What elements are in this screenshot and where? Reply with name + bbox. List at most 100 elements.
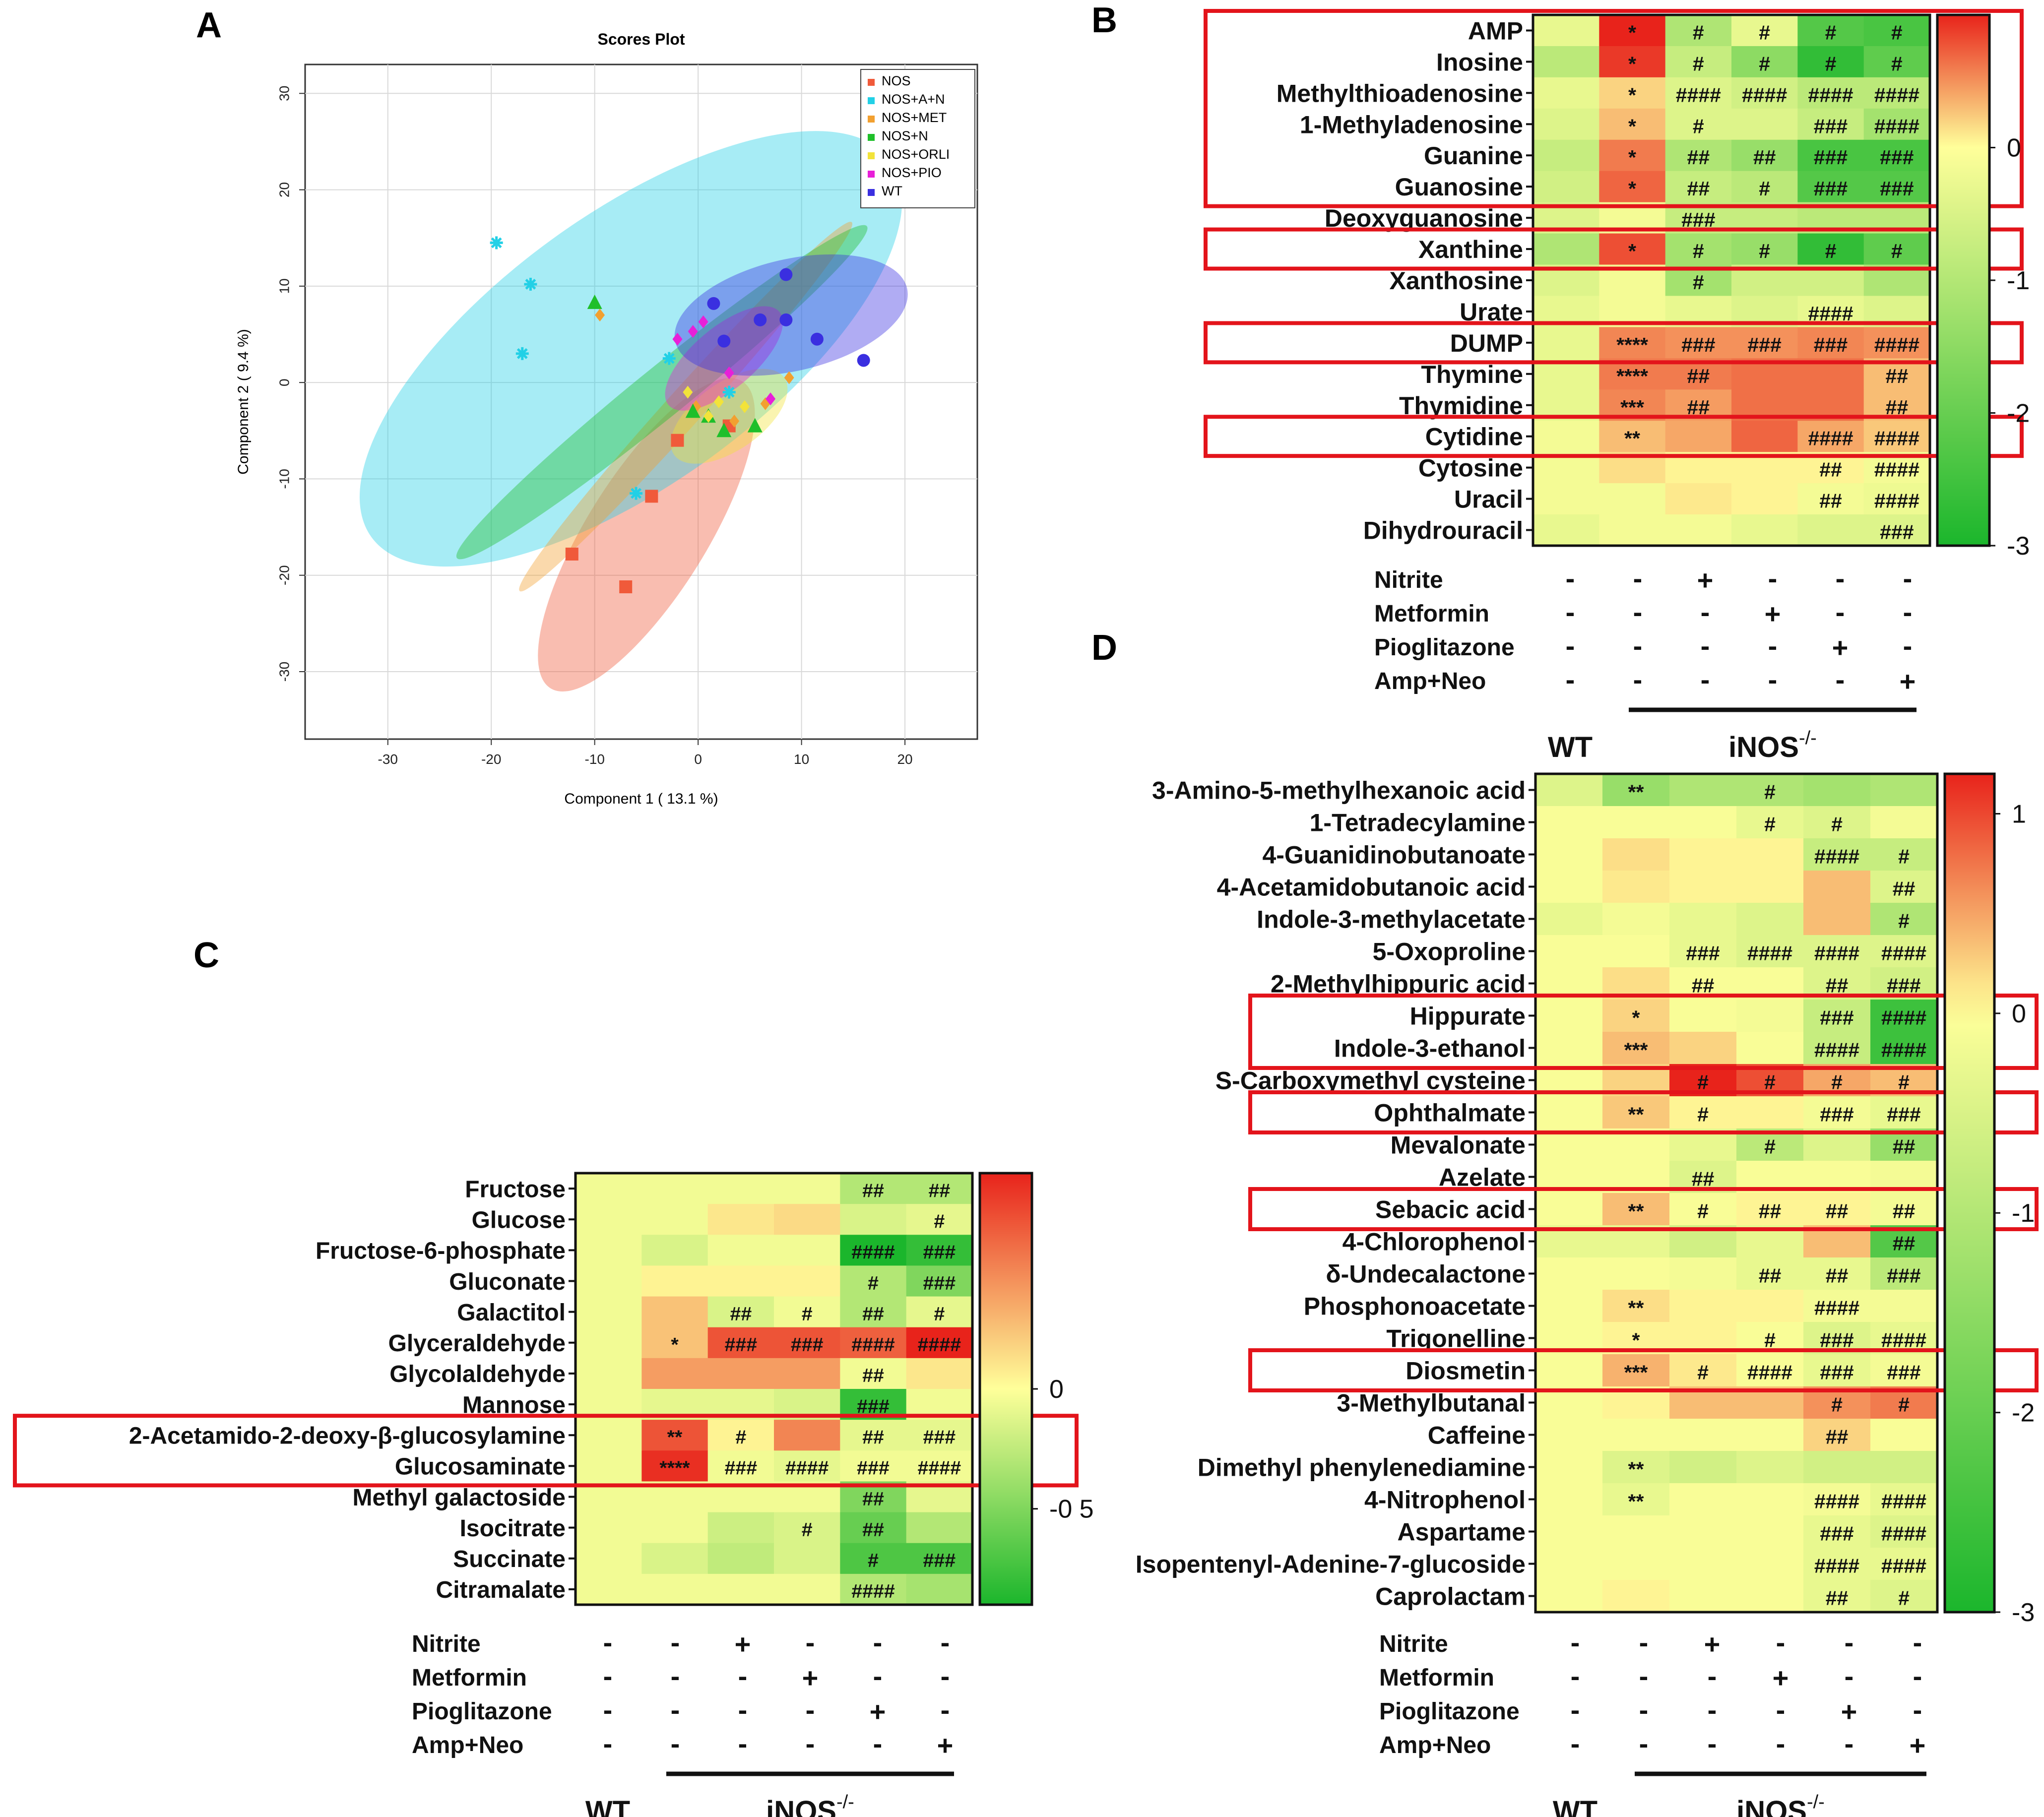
significance-mark: *: [671, 1334, 679, 1356]
heat-cell: [1602, 1354, 1670, 1387]
heat-cell: [707, 1327, 774, 1359]
treatment-sign: -: [1566, 664, 1575, 695]
inos-superscript: -/-: [836, 1792, 854, 1813]
significance-mark: ####: [1874, 333, 1919, 356]
significance-mark: ####: [1881, 1329, 1926, 1352]
significance-mark: #: [1831, 1071, 1843, 1094]
heat-cell: [1602, 838, 1670, 871]
significance-mark: **: [1628, 1458, 1644, 1481]
treatment-sign: -: [738, 1694, 748, 1725]
heat-cell: [906, 1358, 973, 1389]
heat-cell: [840, 1573, 907, 1605]
heat-cell: [1535, 774, 1603, 807]
row-label: Gluconate: [449, 1269, 566, 1295]
treatment-sign: +: [1704, 1629, 1721, 1660]
significance-mark: #: [1898, 910, 1910, 933]
heat-cell: [1599, 483, 1666, 515]
heat-cell: [575, 1420, 642, 1451]
legend-entry: NOS+PIO: [882, 165, 942, 180]
heat-cell: [1797, 514, 1864, 546]
treatment-label: Metformin: [412, 1665, 527, 1691]
asterisk-stroke: [631, 488, 642, 499]
heat-cell: [1535, 1000, 1603, 1032]
point-nos: [619, 580, 633, 594]
significance-mark: #: [1693, 240, 1704, 262]
significance-mark: ####: [1814, 845, 1859, 868]
treatment-sign: -: [806, 1627, 815, 1658]
heat-cell: [774, 1573, 841, 1605]
colorbar-label: -1: [2012, 1199, 2035, 1228]
treatment-sign: -: [738, 1728, 748, 1759]
point-nos_pio: [766, 392, 776, 406]
treatment-label: Amp+Neo: [1379, 1732, 1491, 1758]
significance-mark: #: [1898, 1071, 1910, 1094]
significance-mark: #: [1764, 1135, 1776, 1158]
y-tick-label: 30: [276, 86, 292, 101]
significance-mark: ##: [1893, 1232, 1916, 1255]
significance-mark: #: [1697, 1361, 1709, 1384]
significance-mark: ##: [1826, 1264, 1849, 1287]
significance-mark: ##: [1687, 396, 1710, 419]
panel-d-other-metabolite-heatmap: 3-Amino-5-methylhexanoic acid ** #1-Tetrad…: [1136, 772, 2039, 1817]
significance-mark: *: [1628, 83, 1636, 106]
point-nos_n: [747, 418, 763, 433]
significance-mark: **: [1628, 781, 1644, 804]
heat-cell: [575, 1296, 642, 1328]
ellipse-nos_a_n: [359, 131, 902, 567]
asterisk-stroke: [525, 279, 536, 290]
ellipse-nos_pio: [665, 306, 783, 411]
panel-c-carbohydrate-heatmap: Fructose ## ##Glucose #Fructose-6-phosphate…: [13, 1172, 1094, 1817]
heat-cell: [1797, 171, 1864, 203]
y-tick-label: 10: [276, 278, 292, 294]
colorbar-label: -1: [2007, 266, 2030, 295]
heat-cell: [1535, 1548, 1603, 1580]
heat-cell: [1599, 327, 1666, 359]
treatment-label: Amp+Neo: [412, 1732, 523, 1758]
heat-cell: [840, 1265, 907, 1297]
heat-cell: [707, 1173, 774, 1204]
heat-cell: [641, 1265, 708, 1297]
heat-cell: [575, 1358, 642, 1389]
significance-mark: #: [1759, 177, 1770, 200]
heat-cell: [1602, 806, 1670, 839]
colorbar-label: 0: [1049, 1375, 1064, 1404]
row-label: 4-Acetamidobutanoic acid: [1217, 874, 1526, 901]
row-label: Sebacic acid: [1375, 1196, 1526, 1224]
x-tick-label: 10: [794, 752, 809, 767]
significance-mark: ##: [862, 1519, 884, 1541]
treatment-sign: +: [937, 1730, 954, 1761]
treatment-sign: -: [1571, 1728, 1580, 1759]
treatment-label: Nitrite: [1374, 567, 1443, 593]
heat-cell: [906, 1573, 973, 1605]
treatment-sign: -: [603, 1728, 613, 1759]
treatment-sign: -: [1836, 563, 1845, 594]
heat-cell: [641, 1512, 708, 1544]
heat-cell: [1870, 774, 1938, 807]
heat-cell: [1736, 871, 1804, 903]
significance-mark: #: [1693, 52, 1704, 75]
treatment-sign: -: [873, 1627, 883, 1658]
colorbar-label: -2: [2007, 399, 2030, 428]
treatment-sign: +: [1697, 564, 1714, 596]
point-nos_orli: [739, 400, 750, 413]
heat-cell: [1803, 1096, 1871, 1129]
heat-cell: [774, 1450, 841, 1482]
heat-cell: [1797, 421, 1864, 452]
heat-cell: [906, 1235, 973, 1266]
heat-cell: [1731, 327, 1798, 359]
treatment-sign: -: [873, 1728, 883, 1759]
heat-cell: [1736, 1290, 1804, 1322]
heat-cell: [1669, 1096, 1737, 1129]
treatment-sign: -: [1903, 630, 1913, 661]
heat-cell: [1731, 77, 1798, 109]
significance-mark: ***: [1624, 1361, 1648, 1384]
row-label: Fructose: [465, 1176, 566, 1202]
significance-mark: *: [1628, 52, 1636, 75]
row-label: 2-Methylhippuric acid: [1271, 970, 1526, 998]
heat-cell: [1602, 1548, 1670, 1580]
panel-b-nucleotide-heatmap: AMP * # # # #Inosine * # # # #Methylthioadenosine *…: [1204, 9, 2030, 763]
treatment-sign: +: [735, 1629, 751, 1660]
y-tick-label: 0: [276, 378, 292, 386]
heat-cell: [1797, 139, 1864, 172]
significance-mark: ###: [923, 1242, 956, 1263]
